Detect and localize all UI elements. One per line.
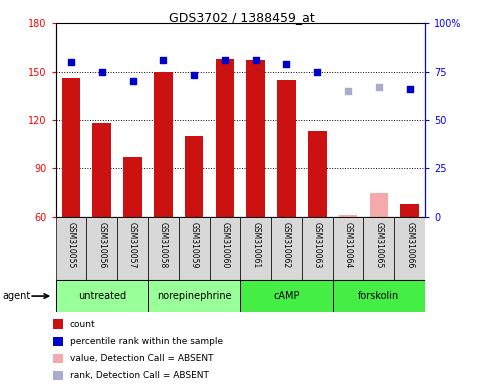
Point: [67, 59, 75, 65]
Text: GSM310066: GSM310066: [405, 222, 414, 268]
Bar: [364, 217, 394, 280]
Bar: [333, 217, 364, 280]
Bar: [148, 217, 179, 280]
Point: [283, 61, 290, 67]
Text: forskolin: forskolin: [358, 291, 399, 301]
Point: [375, 84, 383, 90]
Bar: [271, 217, 302, 280]
Bar: [86, 217, 117, 280]
Bar: [215, 59, 234, 217]
Point: [313, 68, 321, 74]
Bar: [400, 204, 419, 217]
Bar: [302, 217, 333, 280]
Point: [98, 68, 106, 74]
Text: value, Detection Call = ABSENT: value, Detection Call = ABSENT: [70, 354, 213, 363]
Bar: [62, 78, 80, 217]
Bar: [53, 319, 63, 329]
Text: norepinephrine: norepinephrine: [157, 291, 231, 301]
Point: [159, 57, 167, 63]
Point: [252, 57, 259, 63]
Text: untreated: untreated: [78, 291, 126, 301]
Text: GDS3702 / 1388459_at: GDS3702 / 1388459_at: [169, 12, 314, 25]
Text: GSM310058: GSM310058: [159, 222, 168, 268]
Bar: [123, 157, 142, 217]
Bar: [210, 217, 240, 280]
Text: rank, Detection Call = ABSENT: rank, Detection Call = ABSENT: [70, 371, 209, 380]
Bar: [246, 60, 265, 217]
Bar: [53, 354, 63, 363]
Bar: [240, 217, 271, 280]
Text: agent: agent: [2, 291, 30, 301]
Text: count: count: [70, 320, 95, 329]
Text: GSM310059: GSM310059: [190, 222, 199, 268]
Text: GSM310062: GSM310062: [282, 222, 291, 268]
Point: [406, 86, 413, 92]
Bar: [53, 337, 63, 346]
Text: GSM310057: GSM310057: [128, 222, 137, 268]
Bar: [394, 217, 425, 280]
Bar: [277, 79, 296, 217]
Bar: [53, 371, 63, 380]
Point: [190, 72, 198, 78]
Bar: [179, 217, 210, 280]
Bar: [148, 280, 241, 312]
Bar: [333, 280, 425, 312]
Bar: [369, 193, 388, 217]
Bar: [185, 136, 203, 217]
Point: [344, 88, 352, 94]
Bar: [308, 131, 327, 217]
Bar: [56, 217, 86, 280]
Bar: [92, 123, 111, 217]
Bar: [154, 71, 172, 217]
Text: GSM310055: GSM310055: [67, 222, 75, 268]
Bar: [117, 217, 148, 280]
Text: GSM310064: GSM310064: [343, 222, 353, 268]
Text: cAMP: cAMP: [273, 291, 300, 301]
Bar: [56, 280, 148, 312]
Text: GSM310061: GSM310061: [251, 222, 260, 268]
Text: GSM310060: GSM310060: [220, 222, 229, 268]
Text: GSM310063: GSM310063: [313, 222, 322, 268]
Bar: [240, 280, 333, 312]
Point: [128, 78, 136, 84]
Text: GSM310065: GSM310065: [374, 222, 384, 268]
Text: GSM310056: GSM310056: [97, 222, 106, 268]
Bar: [339, 215, 357, 217]
Point: [221, 57, 229, 63]
Text: percentile rank within the sample: percentile rank within the sample: [70, 337, 223, 346]
